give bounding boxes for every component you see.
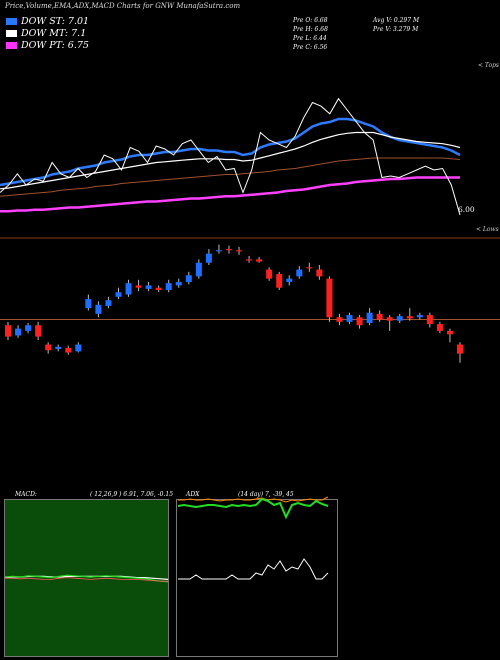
quote-prev-volume: Pre V: 3.279 M xyxy=(373,26,419,33)
candle-up xyxy=(145,285,152,289)
legend-label: DOW ST: 7.01 xyxy=(21,16,90,27)
candle-down xyxy=(336,317,343,322)
quote-close: Pre C: 6.56 xyxy=(293,44,328,51)
candle-down xyxy=(225,249,232,251)
chart-title: Price,Volume,EMA,ADX,MACD Charts for GNW… xyxy=(5,2,241,10)
legend-dow-mt: DOW MT: 7.1 xyxy=(6,28,86,39)
candle-up xyxy=(185,275,192,283)
ema-line-white xyxy=(0,131,461,190)
candle-up xyxy=(396,316,403,321)
candle-up xyxy=(95,304,102,314)
candle-down xyxy=(426,315,433,325)
macd-label: MACD: xyxy=(15,491,37,498)
candle-up xyxy=(286,278,293,283)
candle-up xyxy=(15,328,22,336)
legend-dow-pt: DOW PT: 6.75 xyxy=(6,40,89,51)
candle-down xyxy=(276,274,283,288)
tops-label: < Tops xyxy=(478,62,500,69)
candle-up xyxy=(55,346,62,350)
legend-swatch-blue xyxy=(6,18,17,25)
candle-down xyxy=(326,278,333,318)
candle-down xyxy=(256,259,263,262)
candle-down xyxy=(457,344,463,354)
candle-up xyxy=(416,315,423,318)
candle-up xyxy=(75,344,82,352)
candle-up xyxy=(115,292,122,297)
candle-down xyxy=(406,316,413,319)
adx-label: ADX xyxy=(186,491,200,498)
candle-down xyxy=(376,313,383,320)
macd-params: ( 12,26,9 ) 6.91, 7.06, -0.15 xyxy=(90,491,174,498)
minus-di-line xyxy=(178,496,329,503)
adx-line xyxy=(178,558,329,580)
legend-label: DOW PT: 6.75 xyxy=(21,40,89,51)
candle-down xyxy=(236,250,243,252)
candle-down xyxy=(306,267,313,269)
quote-avg-volume: Avg V: 0.297 M xyxy=(373,17,420,24)
candle-up xyxy=(85,299,92,309)
candle-up xyxy=(25,325,32,331)
candle-down xyxy=(155,287,162,290)
candle-up xyxy=(205,253,212,263)
candle-up xyxy=(105,300,112,306)
quote-high: Pre H: 6.68 xyxy=(293,26,328,33)
candle-down xyxy=(386,317,393,321)
candle-up xyxy=(215,250,222,252)
price-line xyxy=(0,97,461,216)
ema-line-brown xyxy=(0,157,461,197)
last-price-label: 6.00 xyxy=(458,205,475,214)
candle-up xyxy=(175,282,182,286)
candle-down xyxy=(65,347,72,353)
candle-up xyxy=(195,262,202,277)
candle-up xyxy=(125,283,132,295)
candle-down xyxy=(246,259,253,261)
candle-down xyxy=(356,317,363,326)
ema-line-blue xyxy=(0,117,461,187)
adx-params: (14 day) 7, -39, 45 xyxy=(238,491,294,498)
candle-down xyxy=(266,269,273,279)
legend-dow-st: DOW ST: 7.01 xyxy=(6,16,89,27)
macd-line xyxy=(4,574,169,583)
candle-up xyxy=(165,283,172,290)
candle-up xyxy=(346,315,353,322)
candle-down xyxy=(446,330,453,335)
adx-panel xyxy=(176,499,338,657)
ema-line-magenta xyxy=(0,176,460,213)
lows-label: < Lows xyxy=(476,226,499,233)
legend-label: DOW MT: 7.1 xyxy=(21,28,87,39)
plus-di-line xyxy=(177,497,329,520)
candle-down xyxy=(45,344,52,351)
quote-open: Pre O: 6.68 xyxy=(293,17,328,24)
candle-up xyxy=(296,269,303,277)
candle-down xyxy=(35,325,42,337)
macd-histogram-line xyxy=(5,577,168,582)
candle-down xyxy=(135,285,142,288)
candle-down xyxy=(5,325,11,337)
candle-up xyxy=(366,312,373,323)
legend-swatch-magenta xyxy=(6,42,17,49)
legend-swatch-white xyxy=(6,30,17,37)
candle-down xyxy=(436,324,443,331)
candle-down xyxy=(316,269,323,277)
quote-low: Pre L: 6.44 xyxy=(293,35,327,42)
